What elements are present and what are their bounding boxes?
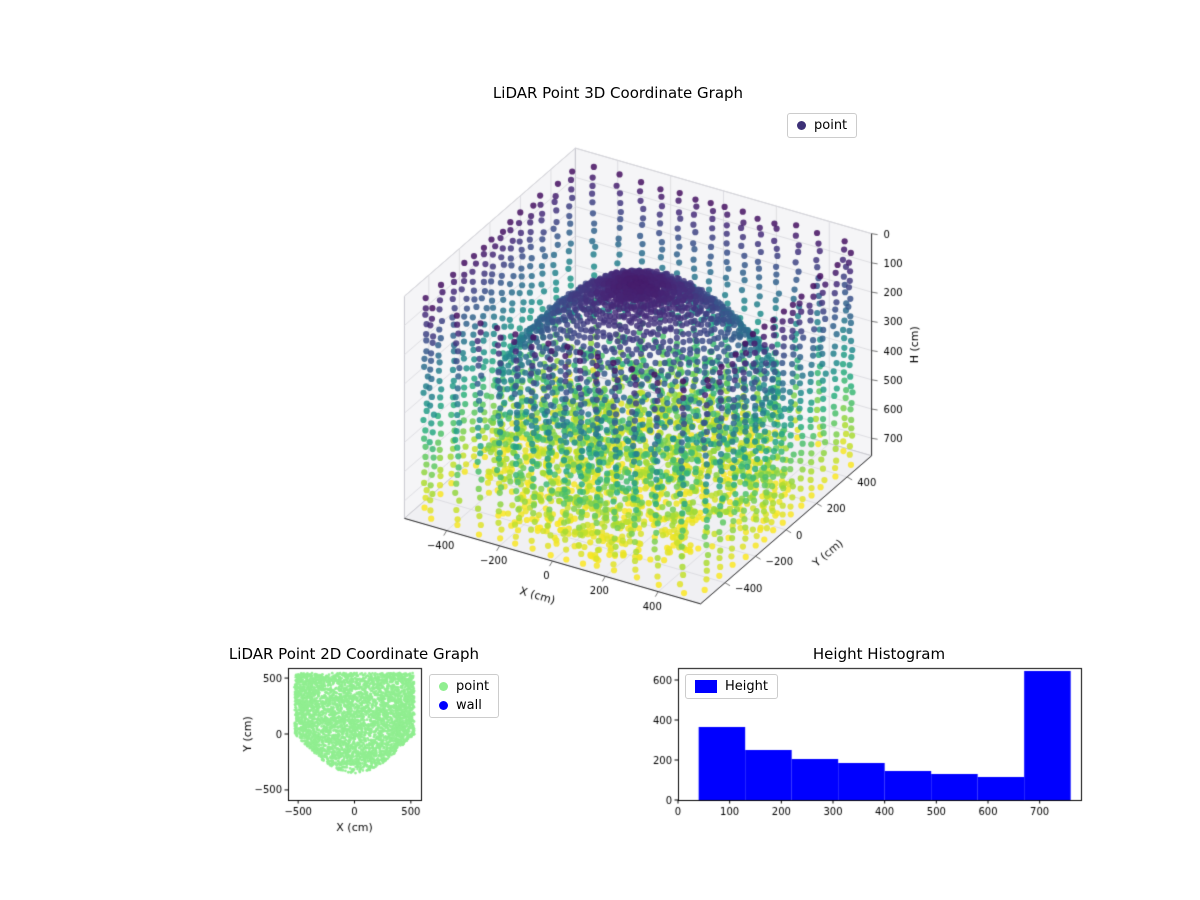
wall-marker-icon [439,701,448,710]
chart2d-legend: point wall [429,674,500,718]
point-marker-icon [797,121,806,130]
histogram-legend: Height [685,674,778,699]
legend-label: Height [725,679,768,694]
legend-item-point: point [439,679,489,694]
height-patch-icon [695,680,717,693]
histogram-title: Height Histogram [812,645,946,663]
chart3d-legend: point [787,113,858,138]
chart2d-title: LiDAR Point 2D Coordinate Graph [228,645,480,663]
legend-label: point [456,679,490,694]
legend-item-wall: wall [439,698,489,713]
legend-item-point: point [797,118,847,133]
legend-item-height: Height [695,679,768,694]
legend-label: point [814,118,848,133]
legend-label: wall [456,698,482,713]
point-marker-icon [439,682,448,691]
chart3d-title: LiDAR Point 3D Coordinate Graph [492,84,744,102]
